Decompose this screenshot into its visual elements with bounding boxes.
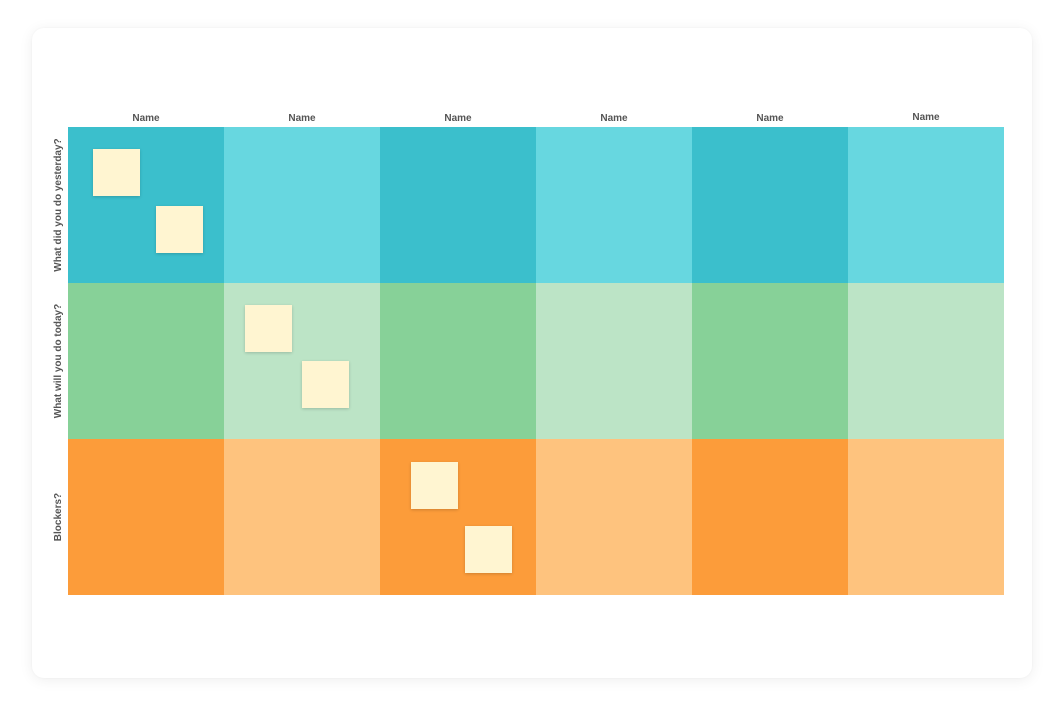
grid-cell — [68, 127, 224, 283]
grid-cell — [224, 439, 380, 595]
grid-cell — [380, 439, 536, 595]
sticky-note[interactable] — [465, 526, 512, 573]
column-header-6[interactable]: Name — [912, 112, 940, 123]
column-header-5[interactable]: Name — [756, 113, 784, 124]
grid-cell — [68, 283, 224, 439]
grid-cell — [848, 439, 1004, 595]
column-header-2[interactable]: Name — [288, 113, 316, 124]
row-label-yesterday[interactable]: What did you do yesterday? — [53, 138, 64, 272]
grid-cell — [536, 439, 692, 595]
grid-cell — [380, 283, 536, 439]
sticky-note[interactable] — [302, 361, 349, 408]
grid-cell — [224, 127, 380, 283]
grid-cell — [692, 439, 848, 595]
grid-cell — [536, 127, 692, 283]
sticky-note[interactable] — [245, 305, 292, 352]
grid-cell — [536, 283, 692, 439]
sticky-note[interactable] — [156, 206, 203, 253]
row-label-blockers[interactable]: Blockers? — [53, 492, 64, 542]
grid-cell — [692, 127, 848, 283]
sticky-note[interactable] — [411, 462, 458, 509]
grid-cell — [68, 439, 224, 595]
column-header-1[interactable]: Name — [132, 113, 160, 124]
grid-cell — [692, 283, 848, 439]
grid-cell — [848, 127, 1004, 283]
sticky-note[interactable] — [93, 149, 140, 196]
row-label-today[interactable]: What will you do today? — [53, 303, 64, 419]
column-header-4[interactable]: Name — [600, 113, 628, 124]
grid-cell — [848, 283, 1004, 439]
grid-cell — [380, 127, 536, 283]
column-header-3[interactable]: Name — [444, 113, 472, 124]
